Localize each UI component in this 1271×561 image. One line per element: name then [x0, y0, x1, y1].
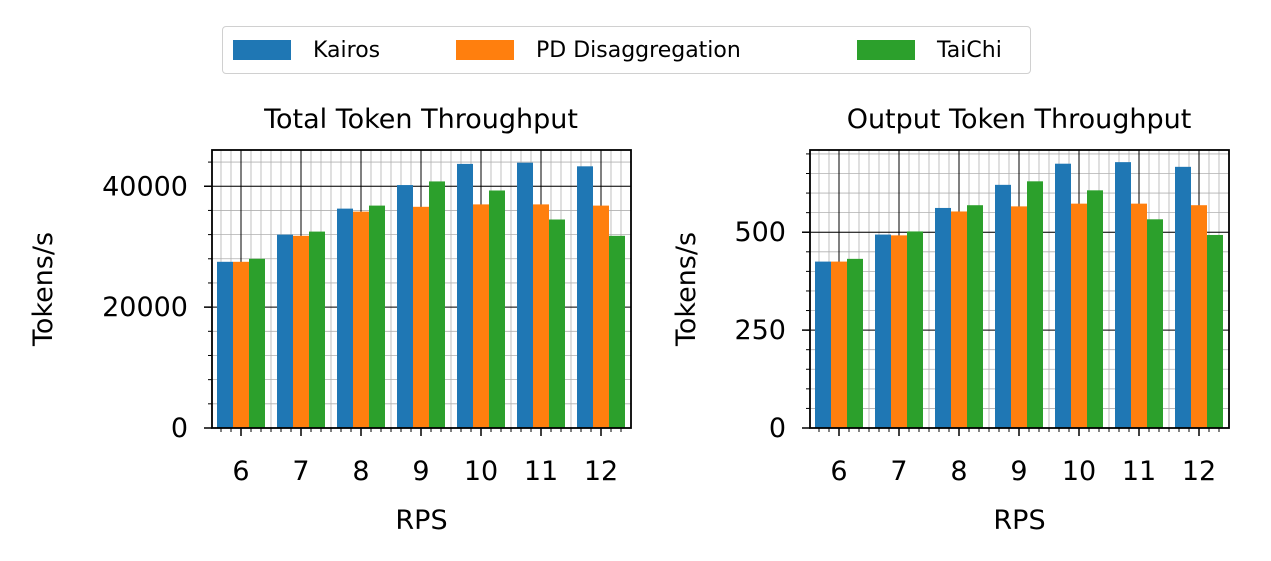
chart-1-tick-label-y: 20000 — [102, 292, 188, 323]
chart-1-tick-label-x: 9 — [412, 456, 429, 487]
chart-1-tick-label-y: 0 — [171, 413, 188, 444]
chart-2-tick-label-x: 7 — [890, 456, 907, 487]
chart-1-tick-label-x: 7 — [292, 456, 309, 487]
chart-1-bar-kairos — [577, 166, 593, 429]
chart-1-ylabel: Tokens/s — [28, 232, 59, 347]
chart-1-tick-label-y: 40000 — [102, 171, 188, 202]
chart-2-bar-pd-disaggregation — [891, 235, 907, 428]
chart-1-frame — [211, 149, 632, 429]
chart-2-bar-taichi — [1147, 219, 1163, 428]
chart-2-bar-kairos — [935, 207, 951, 428]
chart-2-bar-pd-disaggregation — [1011, 206, 1027, 428]
chart-1-bar-taichi — [309, 231, 325, 428]
chart-2-bar-taichi — [1207, 234, 1223, 428]
chart-1-tick-label-x: 10 — [464, 456, 498, 487]
chart-2-bar-taichi — [1027, 181, 1043, 428]
legend-item-taichi: TaiChi — [857, 27, 1002, 73]
chart-1-bar-pd-disaggregation — [293, 235, 309, 428]
chart-2-tick-label-x: 6 — [830, 456, 847, 487]
chart-1-title: Total Token Throughput — [263, 104, 578, 135]
chart-1-bar-kairos — [217, 261, 233, 428]
chart-2-tick-label-x: 9 — [1010, 456, 1027, 487]
chart-1-bar-kairos — [517, 162, 533, 429]
chart-2-xlabel: RPS — [993, 505, 1045, 536]
chart-2-tick-label-x: 10 — [1062, 456, 1096, 487]
chart-2-bar-kairos — [995, 184, 1011, 428]
legend-swatch-taichi — [857, 40, 915, 60]
chart-1-bar-kairos — [277, 234, 293, 428]
chart-2-bar-pd-disaggregation — [951, 211, 967, 428]
chart-1-bar-taichi — [369, 205, 385, 428]
chart-1-xlabel: RPS — [395, 505, 447, 536]
chart-1-bar-pd-disaggregation — [593, 205, 609, 428]
legend-label-pd-disaggregation: PD Disaggregation — [536, 37, 741, 63]
chart-2-bar-taichi — [907, 231, 923, 428]
chart-2-frame — [809, 149, 1230, 429]
legend-label-kairos: Kairos — [313, 37, 381, 63]
chart-1-bar-kairos — [457, 163, 473, 428]
chart-1-bar-pd-disaggregation — [353, 211, 369, 428]
chart-1-bar-kairos — [337, 208, 353, 428]
chart-1-bar-taichi — [429, 181, 445, 428]
chart-2-tick-label-x: 11 — [1122, 456, 1156, 487]
chart-2-ylabel: Tokens/s — [671, 232, 702, 347]
chart-2-bar-taichi — [847, 258, 863, 428]
chart-1-tick-label-x: 11 — [524, 456, 558, 487]
chart-2-tick-label-x: 12 — [1182, 456, 1216, 487]
chart-2-bar-pd-disaggregation — [1131, 203, 1147, 428]
chart-2-bar-pd-disaggregation — [1191, 205, 1207, 428]
chart-1-bar-pd-disaggregation — [413, 206, 429, 428]
legend: Kairos PD Disaggregation TaiChi — [222, 26, 1031, 74]
legend-item-kairos: Kairos — [233, 27, 380, 73]
legend-swatch-pd-disaggregation — [456, 40, 514, 60]
chart-1-bar-kairos — [397, 185, 413, 428]
chart-1-bar-pd-disaggregation — [533, 204, 549, 428]
chart-2-bar-pd-disaggregation — [1071, 203, 1087, 428]
chart-1-tick-label-x: 12 — [584, 456, 618, 487]
chart-2-bar-kairos — [815, 261, 831, 428]
chart-2-bar-kairos — [1115, 162, 1131, 428]
chart-2-title: Output Token Throughput — [847, 104, 1192, 135]
chart-1-bar-taichi — [249, 258, 265, 428]
chart-2-bar-kairos — [1175, 166, 1191, 429]
chart-2-tick-label-y: 500 — [734, 217, 786, 248]
chart-1-bar-pd-disaggregation — [233, 261, 249, 428]
chart-2-tick-label-y: 250 — [734, 315, 786, 346]
chart-2-bar-kairos — [875, 234, 891, 428]
chart-2-tick-label-x: 8 — [950, 456, 967, 487]
chart-1-tick-label-x: 8 — [352, 456, 369, 487]
chart-1-bar-taichi — [609, 235, 625, 428]
chart-1-bar-pd-disaggregation — [473, 204, 489, 428]
legend-swatch-kairos — [233, 40, 291, 60]
chart-1-bar-taichi — [489, 190, 505, 428]
chart-1-bar-taichi — [549, 219, 565, 428]
chart-2-bar-pd-disaggregation — [831, 261, 847, 428]
legend-item-pd-disaggregation: PD Disaggregation — [456, 27, 741, 73]
chart-1-tick-label-x: 6 — [232, 456, 249, 487]
chart-2-tick-label-y: 0 — [769, 413, 786, 444]
chart-2-bar-taichi — [967, 205, 983, 428]
chart-2-bar-taichi — [1087, 190, 1103, 428]
legend-label-taichi: TaiChi — [937, 37, 1002, 63]
chart-2-bar-kairos — [1055, 163, 1071, 428]
